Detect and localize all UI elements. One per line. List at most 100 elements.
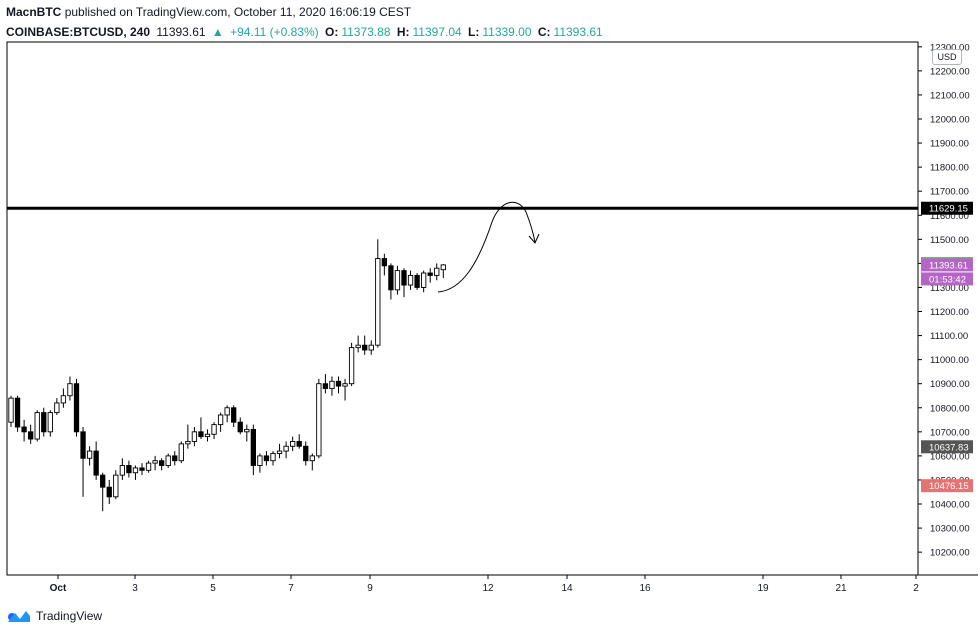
x-tick-label: 21 [835,583,847,594]
candle-body [440,264,446,271]
y-tick-label: 11000.00 [930,355,969,366]
candle-body [204,433,211,438]
candle-body [113,474,119,498]
high-label: H: [396,25,410,39]
y-tick-label: 10400.00 [930,500,970,511]
y-tick-label: 12300.00 [930,42,970,53]
author-name[interactable]: MacnBTC [6,5,62,19]
candle [414,273,420,290]
candle [28,424,34,444]
candle-body [100,474,106,488]
candle-body [276,450,283,454]
y-tick-label: 12000.00 [930,115,970,126]
candle [126,460,132,478]
low-value: 11339.00 [482,25,532,39]
candle [106,479,112,505]
price-label-text: 11393.61 [929,260,968,271]
x-tick-label: 19 [757,583,769,594]
candle [67,376,73,401]
candle-body [198,431,204,438]
candle [368,340,374,355]
candle [191,427,198,447]
candle [80,427,86,497]
candle [178,441,184,464]
candle-body [8,397,14,423]
y-tick-label: 11700.00 [930,187,969,198]
price-change: +94.11 (+0.83%) [230,25,319,39]
candle-body [172,455,178,462]
candle-body [303,445,309,462]
price-label-box [921,440,973,454]
chart-header: MacnBTC published on TradingView.com, Oc… [6,0,976,40]
candle-body [178,443,184,462]
candle-body [231,407,237,423]
x-tick-label: 3 [132,583,138,594]
candle-body [211,424,217,435]
candle [224,405,230,423]
candle-body [41,412,47,433]
candle [73,378,80,437]
candle [388,263,394,300]
candle [41,407,47,437]
candle-body [21,426,27,433]
candle-body [67,383,73,397]
y-tick-label: 11800.00 [930,163,969,174]
price-label-box [921,479,973,493]
candle [14,395,21,432]
candle-body [414,274,420,288]
price-label: 10476.15 [921,479,973,493]
projection-arrow [437,201,536,293]
candle [250,424,256,476]
candle [93,441,99,480]
symbol-line: COINBASE:BTCUSD, 240 11393.61 ▲ +94.11 (… [6,24,976,40]
candle [172,451,178,466]
open-value: 11373.88 [341,25,391,39]
price-label-text: 10476.15 [929,481,969,492]
candle-body [28,431,34,440]
candle [165,453,171,468]
y-tick-label: 11600.00 [930,211,969,222]
candle-body [290,440,296,447]
currency-button[interactable]: USD [932,49,962,65]
candle [362,335,368,355]
candle-body [86,450,93,459]
high-value: 11397.04 [412,25,462,39]
candle [394,265,401,295]
candle-body [401,270,407,286]
x-tick-label: Oct [50,583,67,594]
candle-body [322,383,329,389]
candle [375,239,381,348]
symbol-label[interactable]: COINBASE:BTCUSD, 240 [6,25,151,39]
candle [145,460,152,473]
close-label: C: [537,25,551,39]
candle [335,376,342,394]
last-price: 11393.61 [156,25,206,39]
candle-body [381,258,387,267]
candle-body [80,431,86,459]
y-tick-label: 12100.00 [930,90,970,101]
candle [185,424,191,449]
candle [342,378,348,401]
candle-body [257,455,263,466]
y-tick-label: 12200.00 [930,66,970,77]
candle [421,270,427,293]
candle [257,453,263,473]
tradingview-footer[interactable]: TradingView [6,606,102,626]
brand-name: TradingView [36,609,103,623]
publish-info: published on TradingView.com, October 11… [64,5,412,19]
candle [303,441,309,466]
candle-body [375,258,381,346]
candle [47,410,53,437]
y-tick-label: 10700.00 [930,427,970,438]
price-label: 11393.61 [921,258,973,272]
price-label: 10637.83 [921,440,973,454]
candle [152,455,158,471]
candle-body [14,397,21,428]
candle [139,463,145,476]
candle [329,376,335,396]
candle [21,419,27,442]
y-tick-label: 11200.00 [930,307,969,318]
candle-body [217,414,224,426]
candle-body [362,344,368,351]
